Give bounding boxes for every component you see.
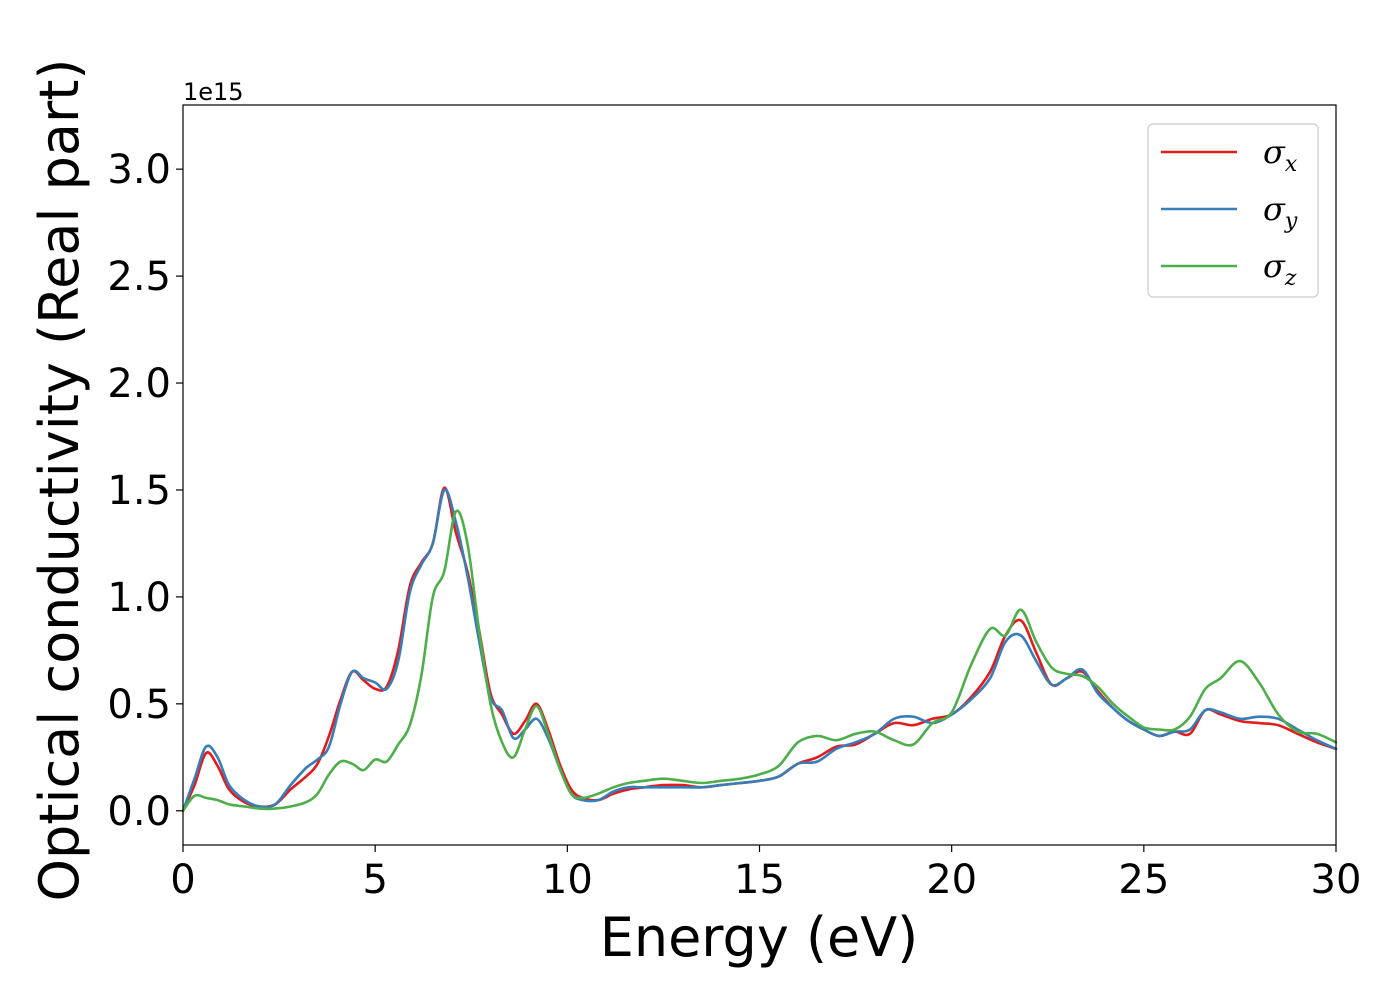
x-tick-label: 25 [1118,857,1169,903]
y-offset-label: 1e15 [183,78,244,106]
legend-symbol: σ [1263,190,1286,228]
x-tick-label: 0 [170,857,195,903]
legend-box [1147,123,1319,298]
legend-symbol: σ [1263,133,1286,171]
x-tick-label: 10 [542,857,593,903]
legend-symbol: σ [1263,247,1286,285]
y-tick-label: 0.5 [107,682,171,728]
legend-subscript: x [1285,152,1298,177]
y-tick-label: 0.0 [107,789,171,835]
y-tick-label: 3.0 [107,147,171,193]
x-tick-label: 5 [362,857,387,903]
plot-background [183,105,1336,845]
y-axis-title: Optical conductivity (Real part) [28,59,91,902]
y-tick-label: 2.0 [107,361,171,407]
legend-subscript: z [1284,266,1297,291]
y-axis-ticks: 0.0 0.5 1.0 1.5 2.0 2.5 3.0 [107,147,183,835]
series-line-y [181,488,1338,813]
legend-label-z: σz [1263,247,1297,291]
x-tick-label: 20 [926,857,977,903]
y-tick-label: 1.0 [107,575,171,621]
legend-subscript: y [1284,209,1298,234]
series-layer [181,486,1338,813]
legend-label-x: σx [1263,133,1298,177]
x-axis-title: Energy (eV) [600,906,919,969]
y-tick-label: 1.5 [107,468,171,514]
x-tick-label: 30 [1311,857,1362,903]
x-axis-ticks: 0 5 10 15 20 25 30 [170,845,1361,903]
x-tick-label: 15 [734,857,785,903]
series-line-z [181,509,1338,813]
y-tick-label: 2.5 [107,254,171,300]
legend-label-y: σy [1263,190,1298,234]
